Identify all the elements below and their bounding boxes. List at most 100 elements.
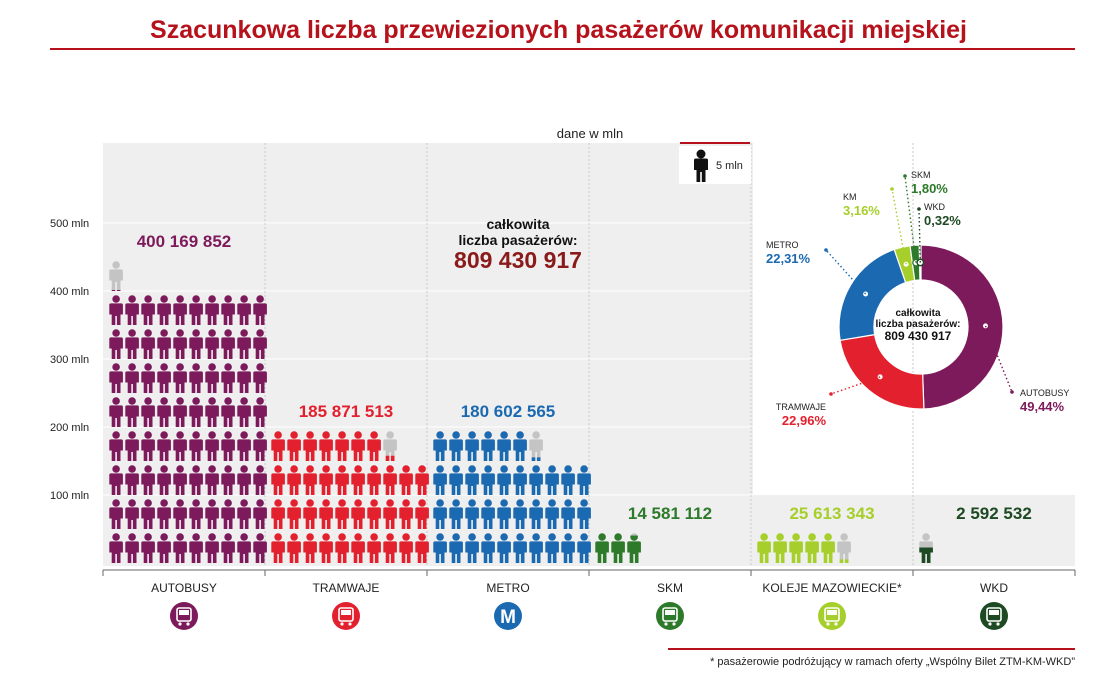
person-head [224,431,232,439]
donut-center-line1: całkowita [895,308,940,319]
person-body [757,541,771,563]
y-tick-label: 100 mln [50,490,89,502]
person-head [484,499,492,507]
person-body [611,541,625,563]
person-body [221,337,235,359]
person-body [529,439,543,461]
person-body [319,541,333,563]
person-body [109,337,123,359]
person-body [335,541,349,563]
person-body [125,507,139,529]
person-body [157,473,171,495]
person-head [128,363,136,371]
donut-slice-name: AUTOBUSY [1020,388,1069,398]
person-head [144,397,152,405]
category-label: TRAMWAJE [313,581,380,595]
vehicle-window [827,610,837,615]
title-divider [50,48,1075,50]
category-label: SKM [657,581,683,595]
person-body [205,507,219,529]
person-head [192,397,200,405]
person-icon [109,261,123,291]
person-icon [319,499,333,529]
person-head [322,431,330,439]
person-body [125,473,139,495]
person-icon [335,465,349,495]
person-body [513,507,527,529]
person-head [386,431,394,439]
person-body [497,541,511,563]
pictograph-column-wkd [919,533,933,563]
person-body [383,507,397,529]
person-icon [449,465,463,495]
person-body [287,507,301,529]
person-icon [577,533,591,563]
person-body [157,303,171,325]
person-head [144,431,152,439]
person-head [176,465,184,473]
person-icon [529,533,543,563]
person-icon [351,533,365,563]
person-head [160,363,168,371]
person-head [144,499,152,507]
person-head [338,533,346,541]
person-icon [271,499,285,529]
person-head [500,431,508,439]
wkd-train-icon [980,602,1008,630]
person-body [481,541,495,563]
total-label-line2: liczba pasażerów: [458,232,577,248]
person-head [500,499,508,507]
person-head [160,533,168,541]
person-head [144,329,152,337]
person-head [256,533,264,541]
person-body [173,371,187,393]
person-head [240,465,248,473]
person-body [481,473,495,495]
person-body [545,507,559,529]
person-head [256,295,264,303]
person-head [322,533,330,541]
person-icon [173,329,187,359]
person-head [564,499,572,507]
donut-slice-percent: 49,44% [1020,399,1065,414]
person-icon [303,499,317,529]
person-icon [335,499,349,529]
person-icon [287,533,301,563]
value-label: 180 602 565 [461,402,556,421]
person-body [465,439,479,461]
person-head [516,465,524,473]
person-body [577,541,591,563]
partial-fill [919,547,933,563]
person-head [792,533,800,541]
person-body [125,371,139,393]
person-body [433,507,447,529]
vehicle-outline [176,607,192,622]
person-head [274,499,282,507]
vehicle-outline [824,607,840,622]
donut-slice-name: METRO [766,240,799,250]
person-icon [497,499,511,529]
person-head [208,499,216,507]
person-icon [141,465,155,495]
person-body [189,439,203,461]
person-head [532,465,540,473]
person-icon [399,533,413,563]
person-head [176,363,184,371]
person-head [306,431,314,439]
partial-fill [839,559,849,563]
person-head [144,465,152,473]
person-icon [221,295,235,325]
person-body [205,541,219,563]
person-body [303,541,317,563]
person-head [256,329,264,337]
person-icon [465,465,479,495]
tram-icon [332,602,360,630]
person-body [561,507,575,529]
page-title: Szacunkowa liczba przewiezionych pasażer… [150,16,967,44]
person-body [449,473,463,495]
person-icon [109,499,123,529]
person-icon [837,533,851,563]
person-icon [205,295,219,325]
person-icon [319,431,333,461]
donut-center-value: 809 430 917 [885,329,952,343]
